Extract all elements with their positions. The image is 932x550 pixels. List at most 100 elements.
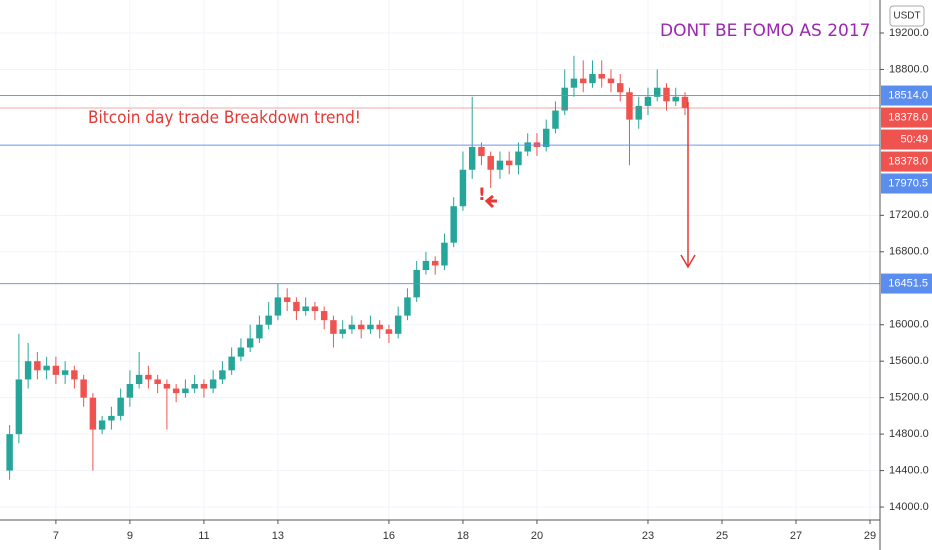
candle-body [404, 297, 411, 316]
y-tick-label: 15600.0 [889, 355, 929, 367]
candle-body [320, 311, 328, 321]
candle-body [256, 324, 263, 339]
candle-body [172, 388, 180, 394]
candle-body [515, 151, 522, 166]
price-label: 18378.0 [888, 111, 928, 123]
price-label: 18378.0 [888, 155, 928, 167]
y-tick-label: 19200.0 [889, 27, 929, 39]
down-arrow-head [680, 254, 696, 269]
candle-body [154, 379, 161, 384]
plot [0, 55, 880, 480]
candle-body [478, 146, 485, 157]
candle-body [89, 397, 97, 430]
candle-body [487, 156, 494, 170]
x-tick-label: 23 [642, 530, 654, 542]
candle-body [468, 146, 476, 170]
price-label: 50:49 [900, 133, 928, 145]
candle-body [274, 297, 282, 316]
candle-body [542, 128, 550, 147]
x-tick-label: 18 [457, 530, 469, 542]
candle-body [635, 105, 642, 120]
x-tick-label: 20 [531, 530, 543, 542]
candle-body [653, 87, 661, 97]
x-tick-label: 13 [272, 530, 284, 542]
candle-body [561, 87, 568, 111]
candle-body [135, 374, 143, 384]
candle-body [283, 297, 291, 302]
candle-body [589, 74, 596, 84]
candle-body [117, 397, 124, 416]
candle-body [450, 206, 457, 243]
candle-body [579, 78, 587, 84]
candle-body [80, 379, 87, 398]
candle-body [191, 383, 198, 389]
candle-body [367, 324, 374, 330]
candle-body [71, 370, 78, 380]
chart-subtitle: DONT BE FOMO AS 2017 [660, 21, 870, 41]
price-label: 18514.0 [888, 89, 928, 101]
price-label: 16451.5 [888, 277, 928, 289]
candle-body [616, 83, 624, 93]
candle-body [52, 365, 60, 375]
candle-body [330, 320, 337, 334]
candle-body [108, 415, 115, 421]
x-tick-label: 16 [383, 530, 395, 542]
candle-body [552, 110, 559, 129]
y-tick-label: 15200.0 [889, 392, 929, 404]
candle-body [15, 379, 23, 435]
candle-body [598, 74, 605, 79]
candle-body [385, 329, 393, 334]
price-label-box [881, 107, 932, 128]
y-tick-label: 17200.0 [889, 209, 929, 221]
candle-body [61, 370, 69, 375]
candle-body [43, 365, 50, 371]
candle-body [24, 361, 32, 380]
x-tick-label: 29 [864, 530, 876, 542]
candle-body [524, 142, 531, 152]
y-tick-label: 16000.0 [889, 319, 929, 331]
y-tick-label: 14400.0 [889, 464, 929, 476]
candle-body [228, 356, 235, 371]
candle-body [182, 388, 189, 394]
candle-body [681, 96, 689, 108]
candle-body [348, 324, 356, 330]
candle-body [505, 160, 513, 166]
candle-body [219, 370, 226, 380]
chart-title: Bitcoin day trade Breakdown trend! [88, 108, 361, 128]
x-tick-label: 7 [53, 530, 59, 542]
candle-body [339, 329, 346, 334]
candle-body [376, 324, 383, 330]
currency: USDT [893, 11, 920, 22]
candle-body [357, 324, 365, 330]
candle-body [672, 96, 679, 102]
candle-body [6, 434, 13, 471]
y-tick-label: 16800.0 [889, 246, 929, 258]
candle-body [496, 160, 504, 170]
x-tick-label: 27 [790, 530, 802, 542]
candle-body [34, 361, 41, 371]
candle-body [441, 242, 448, 266]
price-label: 17970.5 [888, 177, 928, 189]
candle-body [663, 87, 670, 102]
candle-body [422, 260, 430, 271]
price-label-box [881, 151, 932, 172]
candle-body [126, 383, 134, 398]
candle-body [644, 96, 652, 106]
candle-body [200, 383, 208, 389]
x-tick-label: 9 [127, 530, 133, 542]
x-tick-label: 25 [716, 530, 728, 542]
price-label-box [881, 173, 932, 194]
x-tick-label: 11 [198, 530, 209, 542]
candle-body [570, 78, 578, 88]
candle-body [265, 315, 272, 325]
candle-body [293, 301, 300, 312]
candle-body [246, 338, 254, 348]
price-label-box [881, 85, 932, 106]
price-labels: 18514.0 18378.0 50:49 18378.0 17970.5 16451.5 [881, 85, 932, 294]
price-label-box [881, 273, 932, 294]
y-tick-label: 14000.0 [889, 501, 929, 513]
candle-body [431, 260, 439, 266]
candle-body [163, 383, 171, 389]
candle-body [145, 374, 152, 380]
